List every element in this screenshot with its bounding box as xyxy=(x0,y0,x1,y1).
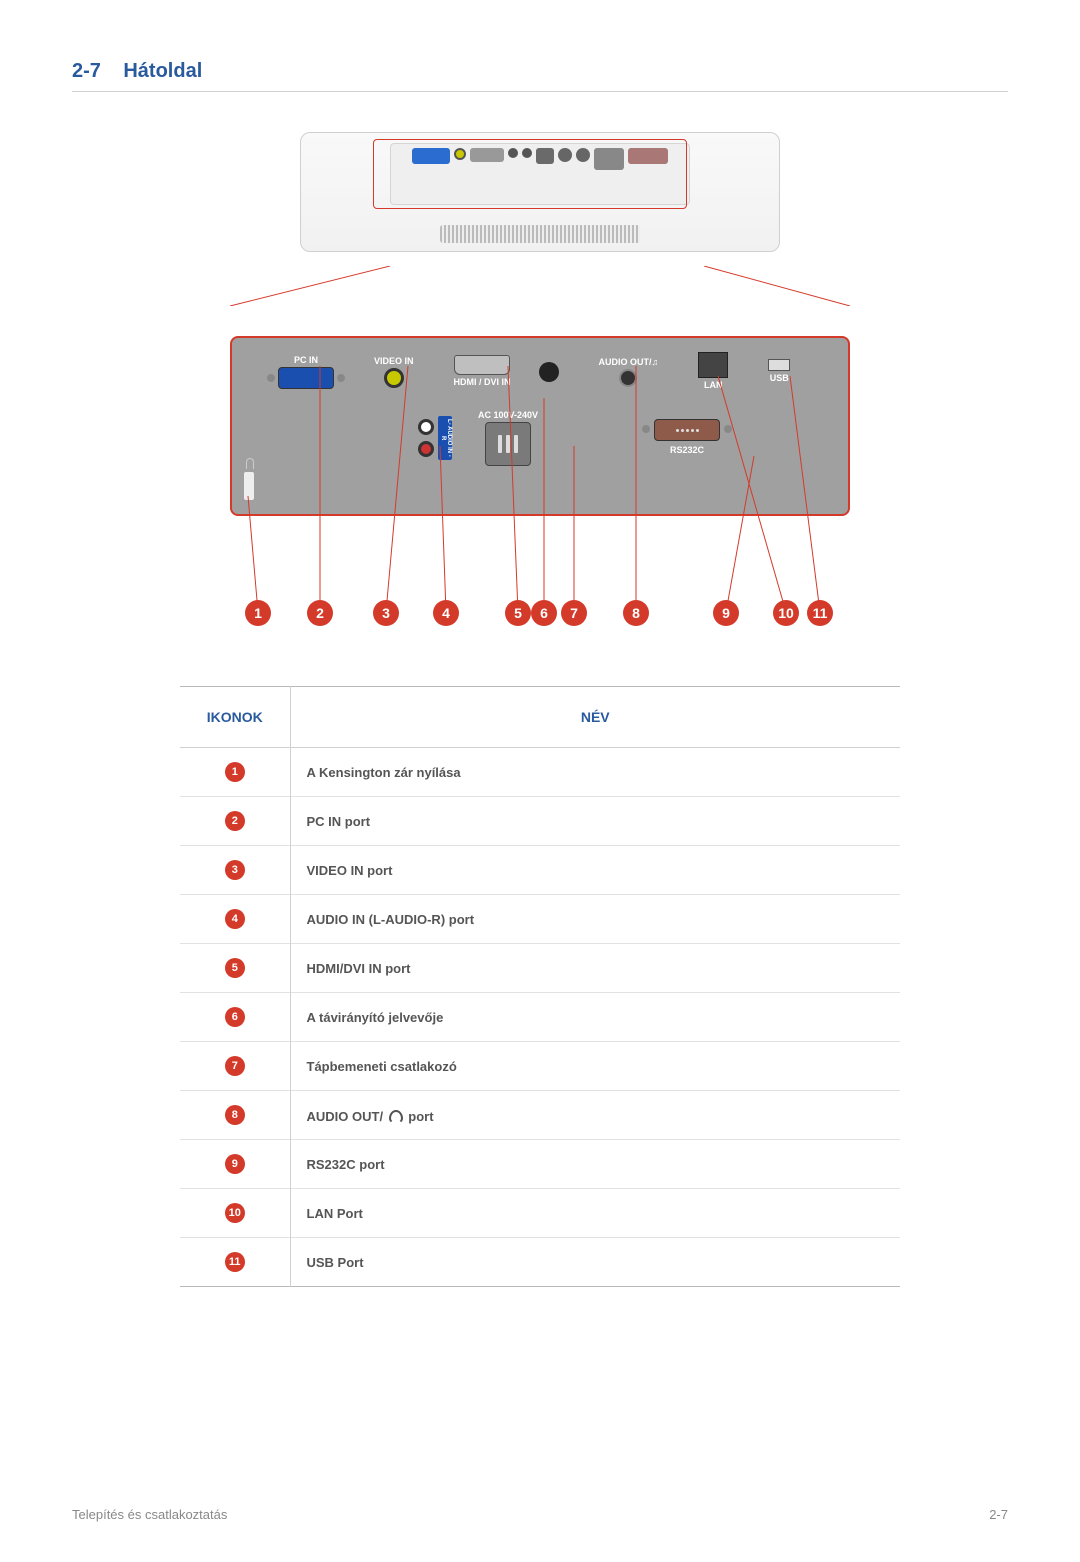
table-row: 7 Tápbemeneti csatlakozó xyxy=(180,1042,900,1091)
table-row: 6 A távirányító jelvevője xyxy=(180,993,900,1042)
callout-badge-11: 11 xyxy=(807,600,833,626)
col-header-icons: IKONOK xyxy=(180,687,290,748)
row-badge-10: 10 xyxy=(225,1203,245,1223)
row-badge-3: 3 xyxy=(225,860,245,880)
rear-panel-figure: PC IN VIDEO IN HDMI / DVI IN AUDIO OUT/♫… xyxy=(220,132,860,626)
table-row: 9 RS232C port xyxy=(180,1140,900,1189)
row-label: RS232C port xyxy=(290,1140,900,1189)
row-label: A távirányító jelvevője xyxy=(290,993,900,1042)
headphones-icon xyxy=(389,1110,403,1124)
callout-badge-8: 8 xyxy=(623,600,649,626)
row-badge-4: 4 xyxy=(225,909,245,929)
footer-right: 2-7 xyxy=(989,1507,1008,1522)
page-footer: Telepítés és csatlakoztatás 2-7 xyxy=(72,1507,1008,1522)
top-port-strip xyxy=(390,143,690,205)
row-label: AUDIO IN (L-AUDIO-R) port xyxy=(290,895,900,944)
table-row: 2 PC IN port xyxy=(180,797,900,846)
row-badge-2: 2 xyxy=(225,811,245,831)
table-row: 5 HDMI/DVI IN port xyxy=(180,944,900,993)
row-label: A Kensington zár nyílása xyxy=(290,748,900,797)
row-badge-8: 8 xyxy=(225,1105,245,1125)
callout-badge-5: 5 xyxy=(505,600,531,626)
table-row: 1 A Kensington zár nyílása xyxy=(180,748,900,797)
callout-badge-1: 1 xyxy=(245,600,271,626)
section-heading: 2-7 Hátoldal xyxy=(72,60,1008,92)
callout-badge-9: 9 xyxy=(713,600,739,626)
row-badge-7: 7 xyxy=(225,1056,245,1076)
callout-badge-4: 4 xyxy=(433,600,459,626)
row-label: USB Port xyxy=(290,1238,900,1287)
section-number: 2-7 xyxy=(72,60,101,82)
row-label: HDMI/DVI IN port xyxy=(290,944,900,993)
table-row: 3 VIDEO IN port xyxy=(180,846,900,895)
row-label: PC IN port xyxy=(290,797,900,846)
table-row: 11 USB Port xyxy=(180,1238,900,1287)
projector-rear-photo xyxy=(300,132,780,252)
row-badge-1: 1 xyxy=(225,762,245,782)
ports-table: IKONOK NÉV 1 A Kensington zár nyílása 2 PC … xyxy=(180,686,900,1287)
callout-badge-6: 6 xyxy=(531,600,557,626)
row-badge-11: 11 xyxy=(225,1252,245,1272)
table-row: 10 LAN Port xyxy=(180,1189,900,1238)
row-label: VIDEO IN port xyxy=(290,846,900,895)
section-title: Hátoldal xyxy=(123,60,202,82)
row-badge-6: 6 xyxy=(225,1007,245,1027)
row-label: AUDIO OUT/ port xyxy=(290,1091,900,1140)
leader-lines: 1 2 3 4 567 8 9 10 11 xyxy=(230,516,850,626)
col-header-name: NÉV xyxy=(290,687,900,748)
row-badge-9: 9 xyxy=(225,1154,245,1174)
table-row: 8 AUDIO OUT/ port xyxy=(180,1091,900,1140)
callout-badge-10: 10 xyxy=(773,600,799,626)
callout-connector xyxy=(220,266,860,306)
callout-badge-3: 3 xyxy=(373,600,399,626)
table-row: 4 AUDIO IN (L-AUDIO-R) port xyxy=(180,895,900,944)
footer-left: Telepítés és csatlakoztatás xyxy=(72,1507,227,1522)
callout-badge-2: 2 xyxy=(307,600,333,626)
row-label: LAN Port xyxy=(290,1189,900,1238)
vent-grille xyxy=(440,225,640,243)
row-badge-5: 5 xyxy=(225,958,245,978)
row-label: Tápbemeneti csatlakozó xyxy=(290,1042,900,1091)
callout-badge-7: 7 xyxy=(561,600,587,626)
